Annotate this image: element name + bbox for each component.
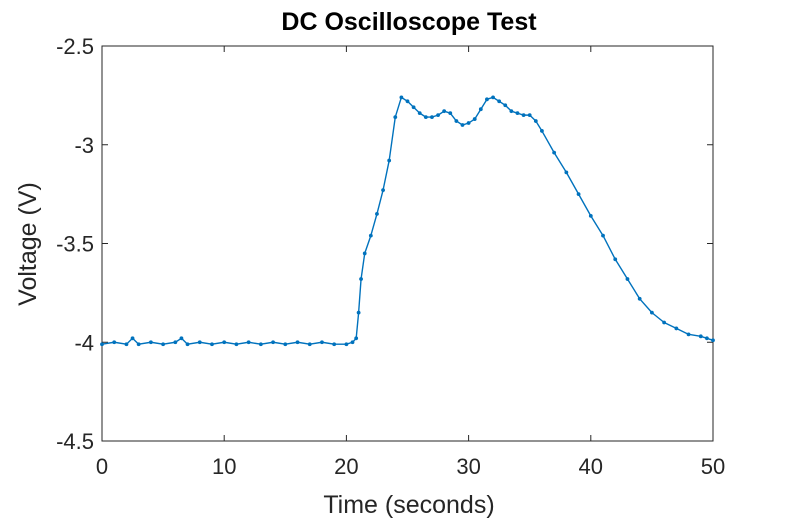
data-point: [222, 340, 227, 345]
data-point: [588, 213, 593, 218]
data-point: [521, 113, 526, 118]
chart-title: DC Oscilloscope Test: [281, 8, 537, 36]
y-axis-ticks: -4.5 -4 -3.5 -3 -2.5: [56, 34, 713, 454]
data-point: [381, 188, 385, 193]
data-point: [454, 119, 459, 123]
data-point: [179, 336, 184, 341]
data-point: [356, 310, 361, 315]
data-point: [350, 340, 355, 345]
x-axis-label: Time (seconds): [323, 491, 494, 519]
data-point: [354, 336, 359, 341]
data-point: [613, 257, 618, 262]
x-tick-label: 50: [701, 454, 725, 479]
data-point: [698, 334, 703, 339]
data-point: [185, 342, 190, 347]
data-point: [497, 99, 502, 104]
data-point: [295, 340, 300, 345]
data-point: [405, 99, 410, 104]
data-point: [442, 109, 447, 114]
y-tick-label: -3.5: [56, 232, 94, 257]
data-point: [662, 320, 667, 325]
data-point: [100, 342, 104, 347]
data-point: [503, 103, 508, 108]
data-point: [472, 117, 477, 121]
x-tick-label: 10: [212, 454, 236, 479]
series-line: [101, 96, 714, 345]
data-point: [234, 342, 239, 347]
data-point: [711, 338, 715, 343]
data-point: [393, 115, 398, 119]
data-point: [515, 111, 520, 116]
data-point: [375, 211, 379, 216]
data-point: [686, 332, 691, 337]
x-tick-label: 0: [96, 454, 108, 479]
data-point: [411, 105, 416, 110]
data-point: [124, 342, 129, 347]
data-point: [564, 170, 569, 175]
x-tick-label: 30: [456, 454, 480, 479]
data-point: [283, 342, 288, 347]
data-point: [112, 340, 117, 345]
data-point: [491, 95, 495, 100]
data-point: [527, 113, 532, 118]
data-point: [448, 111, 453, 116]
data-point: [161, 342, 166, 347]
data-point: [258, 342, 263, 347]
data-point: [576, 192, 581, 197]
data-point: [436, 113, 440, 118]
y-axis-label: Voltage (V): [14, 182, 42, 306]
data-point: [601, 233, 605, 238]
data-point: [674, 326, 679, 331]
x-axis-ticks: 0 10 20 30 40 50: [96, 46, 725, 479]
data-point: [210, 342, 214, 347]
plot-area-frame: [101, 45, 714, 442]
data-point: [332, 342, 337, 347]
data-point: [136, 342, 141, 347]
data-point: [368, 233, 373, 238]
data-point: [650, 310, 654, 315]
data-point: [509, 109, 514, 114]
data-point: [552, 150, 557, 155]
data-point: [246, 340, 251, 345]
data-point: [478, 107, 483, 112]
y-tick-label: -2.5: [56, 34, 94, 59]
y-tick-label: -4.5: [56, 429, 94, 454]
data-point: [130, 336, 135, 341]
data-point: [271, 340, 275, 345]
x-tick-label: 20: [334, 454, 358, 479]
y-tick-label: -4: [74, 330, 94, 355]
data-point: [399, 95, 404, 100]
data-point: [485, 97, 489, 102]
data-point: [625, 277, 630, 281]
data-point: [540, 129, 544, 133]
data-point: [637, 296, 642, 301]
data-point: [533, 119, 538, 123]
x-tick-label: 40: [579, 454, 603, 479]
data-point: [307, 342, 312, 347]
data-point: [173, 340, 178, 345]
data-point: [197, 340, 202, 345]
data-point: [460, 123, 465, 127]
y-tick-label: -3: [74, 133, 94, 158]
data-point: [466, 121, 471, 125]
data-point: [362, 251, 367, 256]
series-layer: [100, 95, 715, 347]
data-point: [387, 158, 392, 163]
data-point: [417, 111, 422, 116]
data-point: [430, 115, 434, 119]
data-point: [359, 277, 363, 281]
data-point: [704, 336, 709, 341]
data-point: [344, 342, 349, 347]
data-point: [320, 340, 324, 345]
data-point: [148, 340, 153, 345]
data-point: [423, 115, 428, 119]
